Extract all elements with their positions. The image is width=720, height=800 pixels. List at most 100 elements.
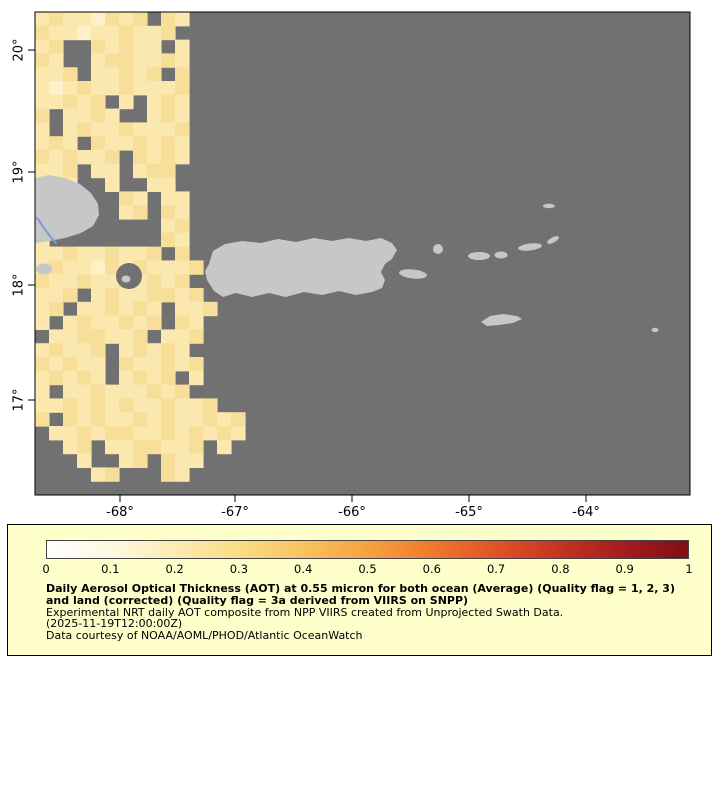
aot-cell <box>161 12 176 27</box>
aot-cell <box>63 412 78 427</box>
aot-cell <box>91 150 106 165</box>
colorbar-tick-label: 0.8 <box>551 562 570 576</box>
aot-cell <box>49 370 64 386</box>
aot-cell <box>119 426 134 441</box>
aot-cell <box>119 81 134 96</box>
aot-cell <box>161 122 176 137</box>
lon-tick-label: -65° <box>455 505 483 520</box>
lat-tick-label: 17° <box>12 388 27 411</box>
aot-cell <box>133 81 148 96</box>
aot-cell <box>161 81 176 96</box>
land-anegada <box>543 203 555 209</box>
aot-cell <box>35 122 50 137</box>
aot-cell <box>133 412 148 427</box>
aot-cell <box>49 426 64 441</box>
aot-cell <box>147 288 162 303</box>
colorbar-tick-label: 0.7 <box>486 562 506 576</box>
aot-cell <box>63 122 78 137</box>
aot-cell <box>119 357 134 372</box>
aot-cell <box>175 274 190 289</box>
aot-cell <box>189 412 204 427</box>
aot-cell <box>105 467 120 482</box>
aot-cell <box>147 412 162 427</box>
aot-cell <box>203 301 218 317</box>
aot-cell <box>35 274 50 289</box>
no-data-patch-mona <box>116 263 142 289</box>
aot-cell <box>49 288 64 303</box>
aot-cell <box>175 426 190 441</box>
aot-cell <box>119 398 134 413</box>
aot-cell <box>217 439 232 455</box>
aot-cell <box>63 426 78 441</box>
aot-cell <box>175 246 190 261</box>
aot-cell <box>189 329 204 344</box>
aot-cell <box>49 260 64 275</box>
aot-cell <box>77 439 92 455</box>
aot-cell <box>105 315 120 330</box>
aot-cell <box>105 177 120 192</box>
aot-cell <box>147 398 162 413</box>
aot-cell <box>35 136 50 151</box>
aot-cell <box>91 398 106 413</box>
legend-timestamp: (2025-11-19T12:00:00Z) <box>46 617 183 631</box>
aot-cell <box>161 232 176 248</box>
aot-cell <box>105 163 120 179</box>
aot-cell <box>63 343 78 358</box>
aot-cell <box>175 122 190 137</box>
aot-cell <box>161 343 176 358</box>
aot-cell <box>119 39 134 54</box>
aot-cell <box>91 122 106 137</box>
aot-cell <box>35 94 50 110</box>
aot-cell <box>133 343 148 358</box>
aot-cell <box>175 357 190 372</box>
aot-cell <box>147 163 162 179</box>
aot-data-layer <box>35 12 246 482</box>
aot-cell <box>105 25 120 41</box>
aot-cell <box>175 81 190 96</box>
aot-cell <box>63 274 78 289</box>
aot-cell <box>105 274 120 289</box>
aot-cell <box>63 67 78 82</box>
aot-cell <box>161 467 176 482</box>
aot-cell <box>91 136 106 151</box>
aot-cell <box>147 39 162 54</box>
aot-cell <box>133 357 148 372</box>
aot-cell <box>161 108 176 123</box>
aot-cell <box>49 398 64 413</box>
aot-cell <box>35 343 50 358</box>
aot-cell <box>91 246 106 261</box>
aot-cell <box>91 94 106 110</box>
colorbar-tick-label: 0.4 <box>294 562 313 576</box>
aot-cell <box>35 67 50 82</box>
aot-cell <box>49 246 64 261</box>
aot-cell <box>133 301 148 317</box>
aot-cell <box>49 53 64 68</box>
aot-cell <box>77 260 92 275</box>
aot-cell <box>63 357 78 372</box>
aot-cell <box>77 274 92 289</box>
colorbar-tick-label: 0.2 <box>165 562 184 576</box>
aot-cell <box>147 357 162 372</box>
aot-cell <box>161 53 176 68</box>
lon-tick-label: -64° <box>572 505 600 520</box>
aot-cell <box>91 260 106 275</box>
land-saona-island <box>36 263 52 275</box>
lat-tick-label: 19° <box>12 160 27 183</box>
aot-cell <box>105 329 120 344</box>
aot-cell <box>35 163 50 179</box>
aot-cell <box>77 108 92 123</box>
lat-tick-label: 18° <box>12 273 27 296</box>
aot-cell <box>147 94 162 110</box>
aot-cell <box>119 122 134 137</box>
aot-cell <box>105 39 120 54</box>
aot-cell <box>49 39 64 54</box>
land-vieques <box>399 269 427 279</box>
aot-cell <box>119 53 134 68</box>
legend-subtitle: Experimental NRT daily AOT composite fro… <box>46 605 564 619</box>
aot-cell <box>119 94 134 110</box>
aot-cell <box>147 122 162 137</box>
aot-cell <box>147 53 162 68</box>
aot-cell <box>105 426 120 441</box>
aot-cell <box>119 25 134 41</box>
